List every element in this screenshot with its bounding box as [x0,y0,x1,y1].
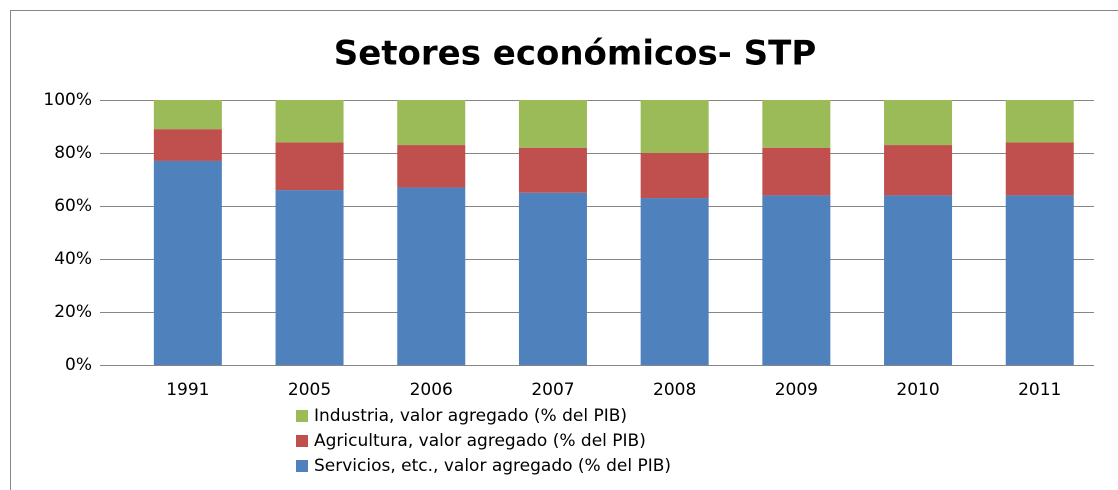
bar-segment [884,145,953,196]
legend-label: Servicios, etc., valor agregado (% del P… [314,456,671,476]
x-tick-label: 2008 [653,380,696,400]
bar-segment [1005,195,1074,365]
legend-label: Industria, valor agregado (% del PIB) [314,406,627,426]
bar-segment [397,145,466,188]
legend-swatch [296,460,308,472]
legend-swatch [296,410,308,422]
y-tick-label: 80% [54,143,92,163]
bar-segment [397,187,466,365]
bar-segment [518,192,587,365]
bar-segment [153,129,222,161]
x-tick-label: 2005 [288,380,331,400]
bar-segment [640,153,709,199]
bar-segment [762,195,831,365]
bar-segment [518,147,587,193]
x-tick-label: 1991 [166,380,209,400]
bar-segment [762,147,831,196]
bar-segment [397,100,466,146]
bar-segment [884,195,953,365]
bar-segment [1005,142,1074,196]
bar-segment [153,100,222,130]
y-tick-label: 100% [43,90,92,110]
x-tick-label: 2011 [1018,380,1061,400]
bar-segment [275,100,344,143]
bar-segment [1005,100,1074,143]
x-tick-label: 2006 [410,380,453,400]
x-tick-label: 2009 [775,380,818,400]
y-tick-label: 0% [65,355,92,375]
x-tick-label: 2007 [531,380,574,400]
bar-segment [275,190,344,365]
bar-segment [640,198,709,365]
y-tick-label: 40% [54,249,92,269]
x-tick-label: 2010 [896,380,939,400]
legend-swatch [296,435,308,447]
bar-segment [762,100,831,148]
legend-label: Agricultura, valor agregado (% del PIB) [314,431,646,451]
bar-segment [153,160,222,365]
bar-segment [640,100,709,153]
bar-segment [518,100,587,148]
bar-segment [884,100,953,146]
bar-segment [275,142,344,191]
chart-border [10,10,1118,490]
y-tick-label: 60% [54,196,92,216]
y-tick-label: 20% [54,302,92,322]
chart-title: Setores económicos- STP [334,34,817,74]
